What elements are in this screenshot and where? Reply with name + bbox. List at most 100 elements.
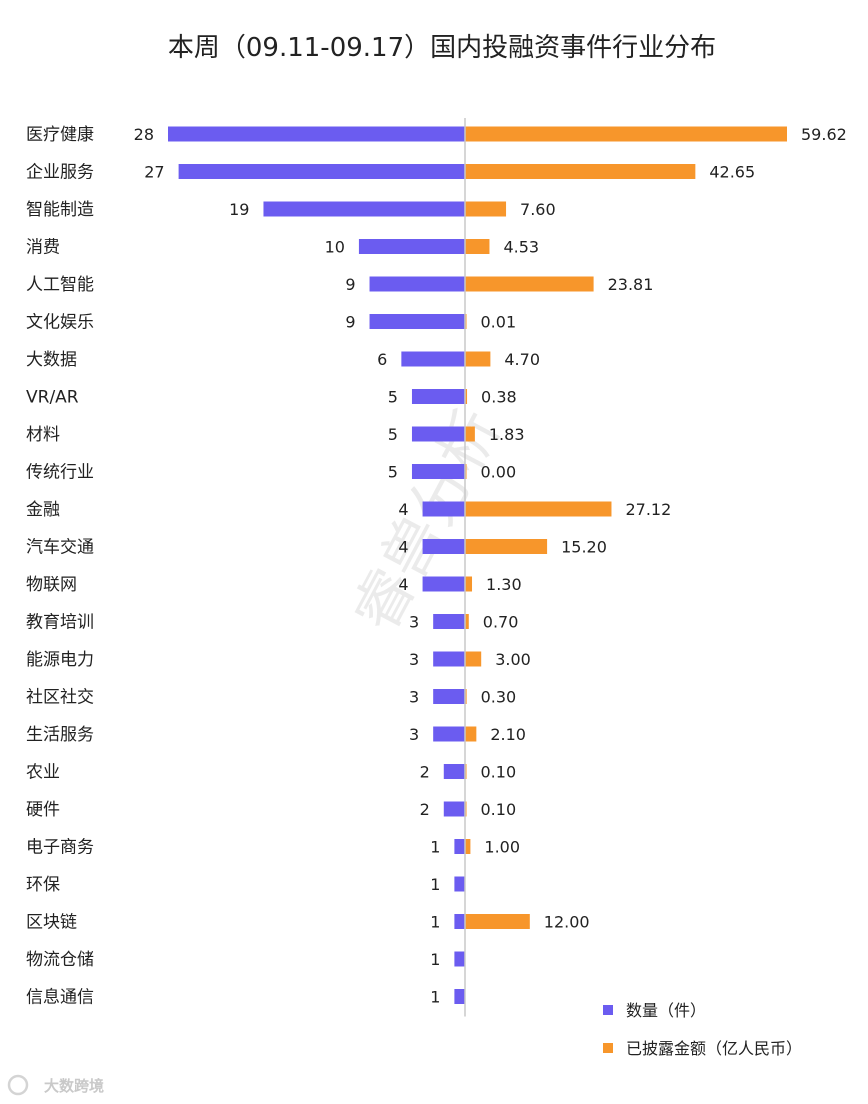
count-value-label: 2 [420,763,430,782]
count-value-label: 10 [325,238,345,257]
count-value-label: 9 [345,275,355,294]
category-label: 区块链 [26,913,77,933]
count-bar [454,989,465,1004]
count-value-label: 3 [409,650,419,669]
category-label: 汽车交通 [26,538,94,558]
legend-swatch [603,1005,613,1015]
category-label: 物联网 [26,575,77,595]
amount-value-label: 12.00 [544,913,590,932]
category-label: 企业服务 [26,163,94,183]
count-bar [401,351,465,367]
category-label: 信息通信 [26,988,94,1008]
count-value-label: 1 [430,875,440,894]
category-label: 能源电力 [26,650,94,670]
count-bar [454,876,465,892]
count-value-label: 3 [409,688,419,707]
amount-value-label: 27.12 [625,500,671,519]
amount-bar [465,164,696,179]
count-value-label: 27 [144,163,164,182]
category-label: 材料 [26,425,60,445]
amount-value-label: 0.01 [481,313,517,332]
count-bar [411,464,465,479]
count-bar [263,201,465,217]
amount-value-label: 3.00 [495,650,531,669]
count-value-label: 5 [388,425,398,444]
count-bar [178,164,465,179]
count-value-label: 28 [134,125,154,144]
count-bar [433,614,465,629]
count-value-label: 3 [409,613,419,632]
amount-bar [465,576,473,592]
amount-bar [465,614,469,629]
count-bar [433,651,465,667]
amount-value-label: 42.65 [709,163,755,182]
amount-value-label: 0.30 [481,688,517,707]
amount-value-label: 4.70 [504,350,540,369]
amount-bar [465,426,475,442]
amount-bar [465,201,507,217]
legend-swatch [603,1043,613,1053]
category-label: 人工智能 [26,275,94,295]
count-bar [454,914,465,929]
amount-bar [465,239,490,254]
amount-value-label: 4.53 [503,238,539,257]
count-bar [369,276,465,292]
amount-bar [465,914,530,929]
category-label: 社区社交 [26,688,94,708]
amount-bar [465,839,471,854]
category-label: 生活服务 [26,725,94,745]
amount-value-label: 0.10 [481,763,517,782]
count-value-label: 19 [229,200,249,219]
legend-label: 已披露金额（亿人民币） [626,1039,802,1058]
category-label: 金融 [26,500,60,520]
amount-bar [465,389,468,404]
logo-icon [7,1074,29,1096]
count-value-label: 2 [420,800,430,819]
count-bar [422,501,465,517]
count-bar [358,239,465,254]
category-label: 大数据 [26,350,77,370]
count-bar [411,389,465,404]
count-value-label: 1 [430,950,440,969]
count-value-label: 9 [345,313,355,332]
count-value-label: 4 [398,500,408,519]
amount-value-label: 1.00 [484,838,520,857]
category-label: 物流仓储 [26,950,94,970]
amount-bar [465,351,491,367]
count-bar [454,839,465,854]
category-label: 农业 [26,763,60,783]
count-bar [443,801,465,817]
count-value-label: 6 [377,350,387,369]
count-value-label: 5 [388,388,398,407]
amount-value-label: 7.60 [520,200,556,219]
amount-bar [465,726,477,742]
count-value-label: 5 [388,463,398,482]
category-label: 硬件 [26,800,60,820]
amount-value-label: 15.20 [561,538,607,557]
logo-text: 大数跨境 [44,1077,104,1095]
count-value-label: 1 [430,838,440,857]
category-label: 教育培训 [26,613,94,633]
amount-bar [465,276,594,292]
count-bar [168,126,465,142]
amount-bar [465,539,548,554]
amount-value-label: 0.70 [483,613,519,632]
count-bar [369,314,465,329]
chart-title: 本周（09.11-09.17）国内投融资事件行业分布 [168,33,716,63]
amount-value-label: 0.38 [481,388,517,407]
amount-bar [465,501,612,517]
count-bar [422,539,465,554]
count-bar [454,951,465,967]
amount-value-label: 1.83 [489,425,525,444]
category-label: 环保 [26,875,60,895]
count-value-label: 4 [398,575,408,594]
category-label: VR/AR [26,388,79,408]
count-bar [422,576,465,592]
legend-label: 数量（件） [626,1001,706,1020]
amount-value-label: 0.10 [481,800,517,819]
amount-bar [465,689,467,704]
count-value-label: 1 [430,913,440,932]
amount-value-label: 2.10 [490,725,526,744]
